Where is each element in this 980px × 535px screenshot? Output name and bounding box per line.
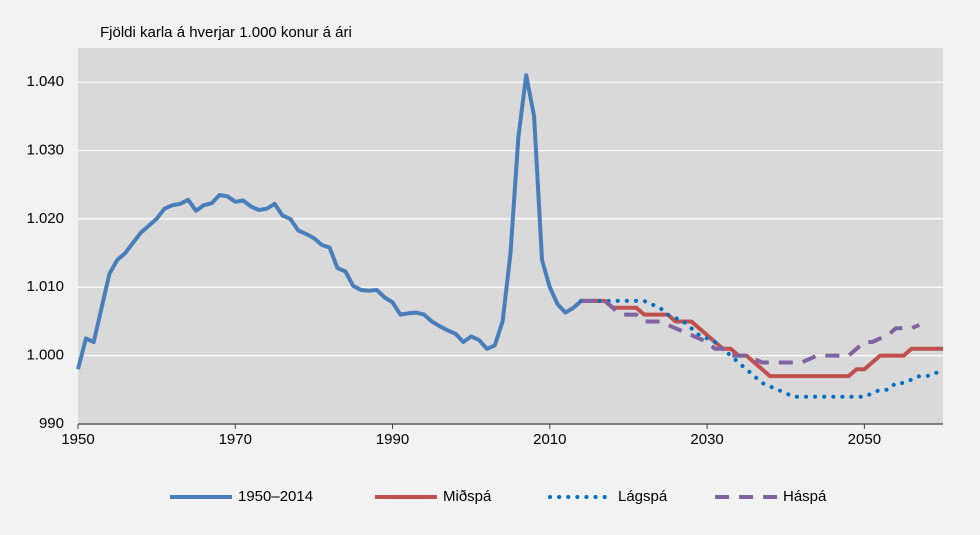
legend-label: Miðspá xyxy=(443,488,492,505)
series-line xyxy=(581,298,943,379)
legend-label: 1950–2014 xyxy=(238,488,313,505)
x-tick-label: 1990 xyxy=(376,431,409,448)
chart-title: Fjöldi karla á hverjar 1.000 konur á ári xyxy=(100,24,352,41)
series-line xyxy=(581,298,921,365)
x-tick-label: 2050 xyxy=(848,431,881,448)
legend-label: Háspá xyxy=(783,488,827,505)
y-tick-label: 1.030 xyxy=(26,142,64,159)
series-line xyxy=(579,298,945,399)
y-tick-label: 990 xyxy=(39,415,64,432)
series-line xyxy=(76,73,583,370)
x-tick-label: 2010 xyxy=(533,431,566,448)
x-tick-label: 1970 xyxy=(219,431,252,448)
x-tick-label: 2030 xyxy=(690,431,723,448)
x-tick-label: 1950 xyxy=(61,431,94,448)
y-tick-label: 1.020 xyxy=(26,210,64,227)
y-tick-label: 1.000 xyxy=(26,347,64,364)
y-tick-label: 1.040 xyxy=(26,73,64,90)
y-tick-label: 1.010 xyxy=(26,278,64,295)
legend-label: Lágspá xyxy=(618,488,668,505)
